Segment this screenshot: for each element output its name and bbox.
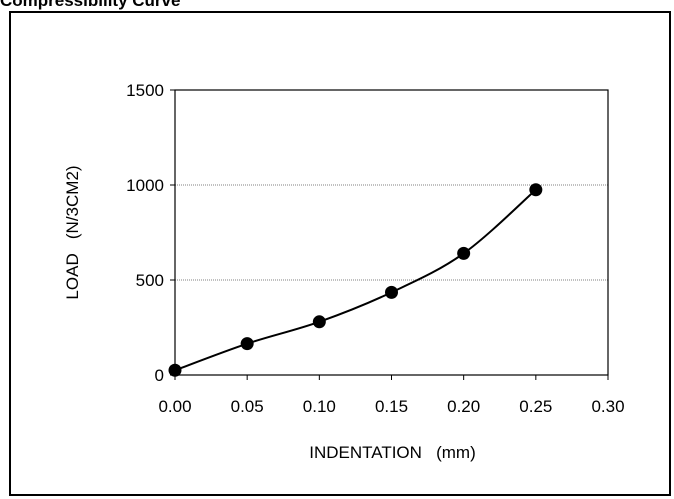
data-point-4: [457, 246, 471, 260]
plot-area: [174, 89, 609, 376]
y-tick-label-1: 500: [136, 271, 164, 290]
chart-frame: [9, 11, 671, 496]
data-point-2: [312, 315, 326, 329]
y-axis-title: LOAD (N/3CM2): [63, 165, 82, 299]
x-tick-label-3: 0.15: [375, 397, 408, 416]
x-axis-title: INDENTATION (mm): [309, 443, 476, 462]
gridlines: [175, 184, 608, 281]
x-tick-label-5: 0.25: [519, 397, 552, 416]
x-tick-label-2: 0.10: [303, 397, 336, 416]
page-title: Compressibility Curve: [0, 0, 181, 10]
x-tick-label-1: 0.05: [231, 397, 264, 416]
x-tick-label-4: 0.20: [447, 397, 480, 416]
x-tick-label-0: 0.00: [158, 397, 191, 416]
x-tick-label-6: 0.30: [591, 397, 624, 416]
data-point-1: [240, 337, 254, 351]
y-tick-label-3: 1500: [126, 81, 164, 100]
data-point-0: [168, 363, 182, 377]
data-points: [168, 183, 543, 377]
y-tick-label-0: 0: [155, 366, 164, 385]
data-point-3: [385, 285, 398, 299]
ticks: 0 500 1000 1500 0.00 0.05 0.10 0.15 0.20 0.25 0.30: [126, 81, 624, 416]
y-tick-label-2: 1000: [126, 176, 164, 195]
data-point-5: [529, 183, 543, 197]
